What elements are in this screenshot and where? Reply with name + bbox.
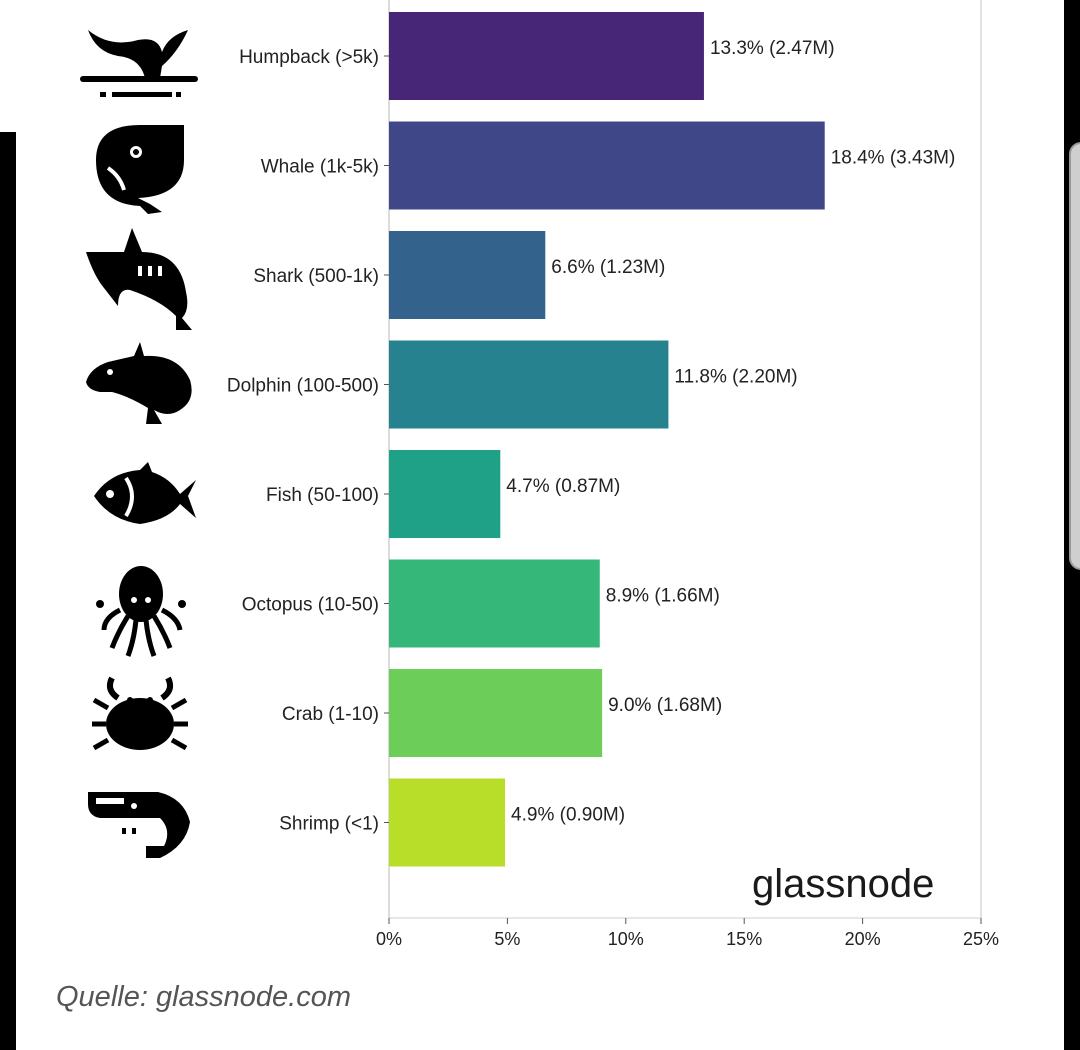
category-labels: Humpback (>5k) Whale (1k-5k) Shark (500-1k…	[227, 47, 379, 835]
x-tick-label: 25%	[963, 929, 999, 949]
bar	[389, 231, 546, 319]
category-label: Crab (1-10)	[282, 704, 379, 725]
bar	[389, 121, 825, 210]
shrimp-icon	[88, 792, 190, 858]
data-label: 6.6% (1.23M)	[551, 257, 665, 278]
data-label: 9.0% (1.68M)	[608, 695, 722, 716]
bar	[389, 450, 501, 538]
category-label: Whale (1k-5k)	[261, 157, 379, 178]
bar-series	[389, 12, 825, 867]
data-label: 11.8% (2.20M)	[674, 367, 797, 388]
data-label: 4.7% (0.87M)	[506, 476, 620, 497]
category-label: Dolphin (100-500)	[227, 376, 379, 397]
shark-icon	[86, 228, 192, 330]
x-tick-label: 15%	[726, 929, 762, 949]
data-label: 4.9% (0.90M)	[511, 805, 625, 826]
x-tick-label: 10%	[608, 929, 644, 949]
data-label: 18.4% (3.43M)	[831, 148, 956, 169]
fish-icon	[94, 462, 196, 524]
category-label: Shrimp (<1)	[279, 814, 379, 835]
source-caption: Quelle: glassnode.com	[56, 981, 351, 1013]
crab-icon	[92, 676, 188, 751]
category-label: Shark (500-1k)	[253, 266, 379, 287]
data-label: 8.9% (1.66M)	[606, 586, 720, 607]
x-tick-label: 20%	[845, 929, 881, 949]
data-label: 13.3% (2.47M)	[710, 38, 835, 59]
humpback-icon	[80, 30, 198, 97]
brand-watermark: glassnode	[752, 862, 935, 906]
bar	[389, 12, 704, 100]
octopus-icon	[96, 566, 186, 657]
whale-icon	[96, 125, 184, 214]
bar	[389, 559, 600, 648]
category-label: Fish (50-100)	[266, 485, 379, 506]
bar	[389, 778, 506, 867]
bar	[389, 669, 603, 757]
bar	[389, 340, 669, 429]
x-tick-label: 5%	[494, 929, 520, 949]
value-labels: 13.3% (2.47M) 18.4% (3.43M) 6.6% (1.23M) 11…	[506, 38, 955, 826]
category-label: Humpback (>5k)	[239, 47, 379, 68]
x-tick-labels: 0% 5% 10% 15% 20% 25%	[376, 918, 999, 949]
frame-edge	[0, 0, 16, 132]
category-icons	[80, 30, 198, 858]
category-label: Octopus (10-50)	[242, 595, 379, 616]
x-tick-label: 0%	[376, 929, 402, 949]
dolphin-icon	[86, 342, 192, 424]
